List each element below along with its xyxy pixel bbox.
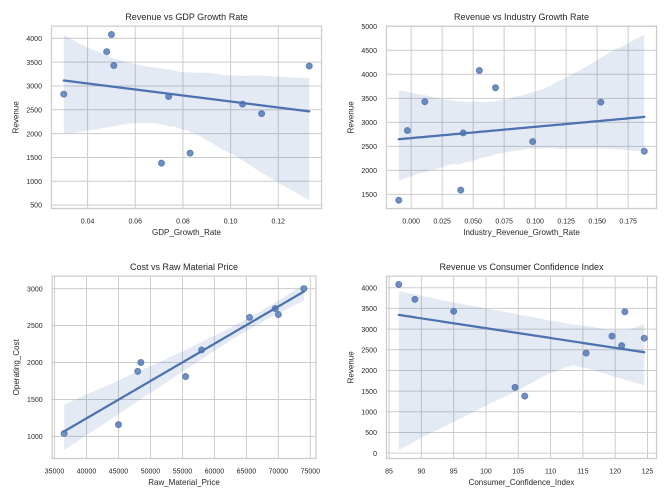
- svg-text:4000: 4000: [361, 72, 377, 79]
- svg-text:65000: 65000: [237, 468, 257, 475]
- svg-text:Revenue vs Industry Growth Rat: Revenue vs Industry Growth Rate: [453, 12, 588, 22]
- svg-text:4000: 4000: [361, 285, 377, 292]
- svg-text:90: 90: [417, 468, 425, 475]
- svg-text:0.08: 0.08: [176, 218, 190, 225]
- svg-text:Operating_Cost: Operating_Cost: [12, 339, 21, 396]
- svg-text:5000: 5000: [361, 24, 377, 31]
- svg-text:Revenue: Revenue: [346, 101, 355, 134]
- svg-text:Revenue vs GDP Growth Rate: Revenue vs GDP Growth Rate: [125, 12, 247, 22]
- svg-text:3000: 3000: [361, 120, 377, 127]
- svg-text:45000: 45000: [109, 468, 129, 475]
- svg-text:120: 120: [609, 468, 621, 475]
- svg-text:0.06: 0.06: [128, 218, 142, 225]
- svg-text:3000: 3000: [361, 327, 377, 334]
- svg-text:50000: 50000: [141, 468, 161, 475]
- svg-text:4000: 4000: [26, 36, 42, 43]
- svg-text:0.04: 0.04: [81, 218, 95, 225]
- svg-text:0.150: 0.150: [588, 218, 606, 225]
- svg-text:3000: 3000: [27, 286, 43, 293]
- svg-text:1000: 1000: [361, 409, 377, 416]
- svg-text:0.025: 0.025: [433, 218, 451, 225]
- svg-text:70000: 70000: [269, 468, 289, 475]
- svg-text:0.125: 0.125: [557, 218, 575, 225]
- svg-text:2500: 2500: [361, 144, 377, 151]
- svg-text:2000: 2000: [361, 368, 377, 375]
- svg-text:100: 100: [480, 468, 492, 475]
- svg-text:0.175: 0.175: [619, 218, 637, 225]
- svg-text:0.100: 0.100: [526, 218, 544, 225]
- svg-text:110: 110: [544, 468, 555, 475]
- svg-text:1500: 1500: [26, 155, 42, 162]
- svg-text:3500: 3500: [361, 306, 377, 313]
- svg-text:0.050: 0.050: [464, 218, 482, 225]
- svg-text:Industry_Revenue_Growth_Rate: Industry_Revenue_Growth_Rate: [463, 228, 580, 237]
- svg-text:1500: 1500: [361, 389, 377, 396]
- svg-text:2500: 2500: [361, 347, 377, 354]
- svg-text:500: 500: [30, 203, 42, 210]
- svg-text:500: 500: [365, 430, 377, 437]
- svg-text:0.12: 0.12: [271, 218, 285, 225]
- svg-text:2000: 2000: [26, 131, 42, 138]
- svg-text:115: 115: [577, 468, 588, 475]
- svg-text:1000: 1000: [26, 179, 42, 186]
- svg-text:Cost vs Raw Material Price: Cost vs Raw Material Price: [130, 262, 238, 272]
- svg-text:125: 125: [641, 468, 653, 475]
- svg-text:35000: 35000: [45, 468, 65, 475]
- svg-text:3500: 3500: [361, 96, 377, 103]
- svg-text:60000: 60000: [205, 468, 225, 475]
- svg-text:Revenue: Revenue: [12, 101, 21, 134]
- svg-text:75000: 75000: [301, 468, 321, 475]
- svg-text:85: 85: [385, 468, 393, 475]
- svg-text:2000: 2000: [361, 168, 377, 175]
- svg-text:0.075: 0.075: [495, 218, 513, 225]
- svg-text:0.000: 0.000: [402, 218, 420, 225]
- svg-text:Revenue: Revenue: [346, 351, 355, 384]
- svg-text:2500: 2500: [27, 323, 43, 330]
- svg-text:GDP_Growth_Rate: GDP_Growth_Rate: [152, 228, 221, 237]
- svg-text:95: 95: [449, 468, 457, 475]
- svg-text:105: 105: [512, 468, 524, 475]
- svg-text:3500: 3500: [26, 60, 42, 67]
- svg-text:0: 0: [373, 451, 377, 458]
- svg-text:2000: 2000: [27, 360, 43, 367]
- svg-text:1500: 1500: [361, 192, 377, 199]
- svg-text:2500: 2500: [26, 107, 42, 114]
- svg-text:1000: 1000: [27, 434, 43, 441]
- svg-text:1500: 1500: [27, 397, 43, 404]
- svg-text:Raw_Material_Price: Raw_Material_Price: [148, 478, 220, 487]
- svg-text:Revenue vs Consumer Confidence: Revenue vs Consumer Confidence Index: [439, 262, 604, 272]
- svg-text:Consumer_Confidence_Index: Consumer_Confidence_Index: [468, 478, 574, 487]
- svg-text:40000: 40000: [77, 468, 97, 475]
- svg-text:4500: 4500: [361, 48, 377, 55]
- svg-text:3000: 3000: [26, 84, 42, 91]
- svg-text:0.10: 0.10: [224, 218, 238, 225]
- svg-text:55000: 55000: [173, 468, 193, 475]
